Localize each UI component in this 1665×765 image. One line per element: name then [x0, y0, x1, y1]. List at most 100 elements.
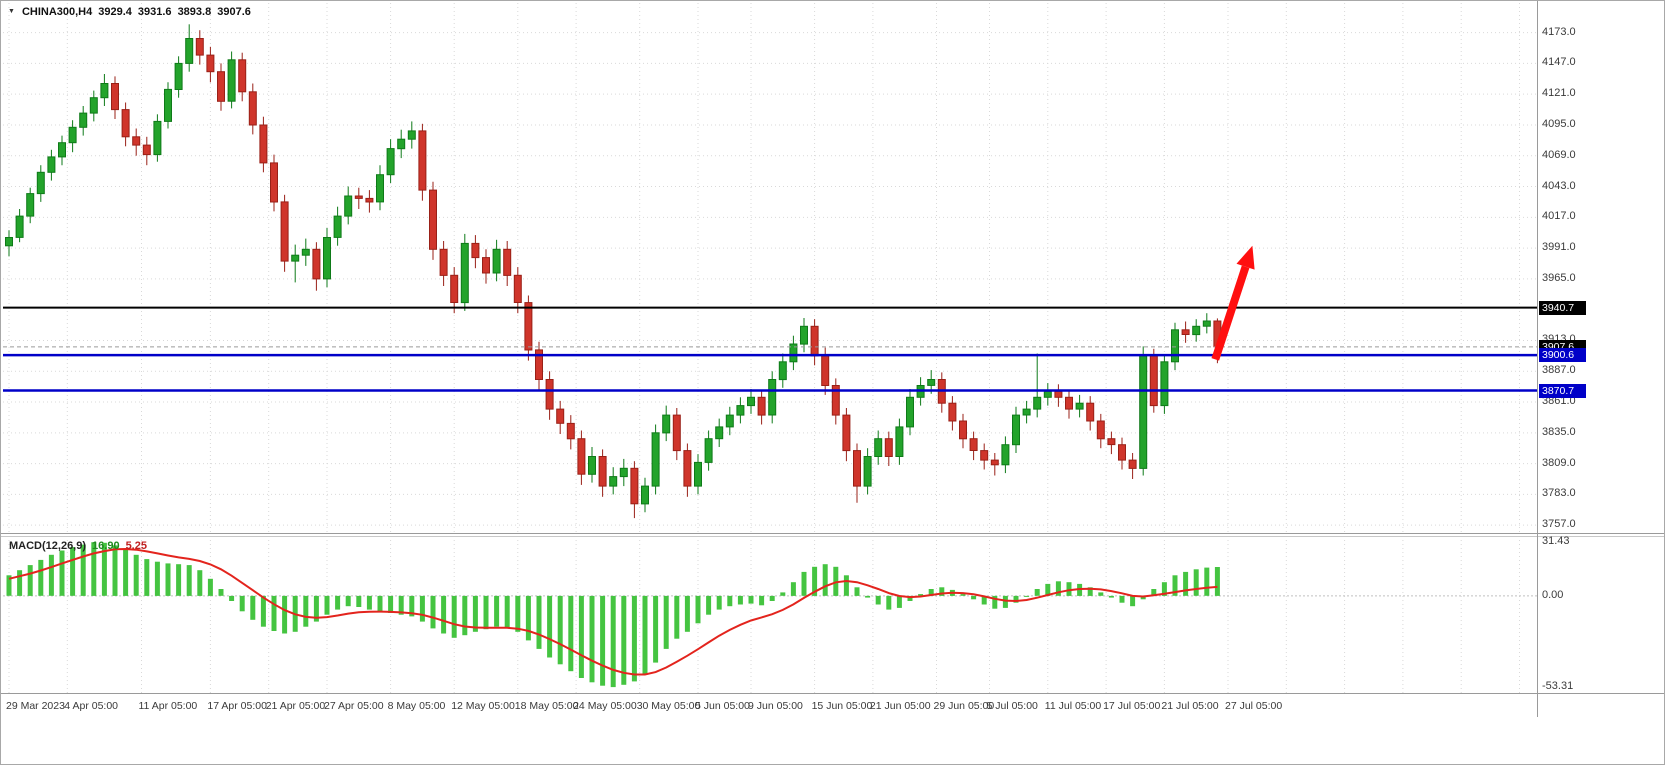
price-tick-label: 3835.0 [1542, 425, 1576, 438]
macd-histogram-bar [600, 595, 606, 686]
macd-histogram-bar [1183, 571, 1189, 596]
candle-body [524, 302, 533, 351]
candle-body [842, 414, 851, 452]
macd-histogram-bar [918, 594, 924, 596]
macd-histogram-bar [197, 570, 203, 596]
macd-histogram-bar [812, 566, 818, 596]
candle-body [312, 248, 321, 280]
macd-histogram-bar [589, 595, 595, 683]
symbol-dropdown-icon[interactable]: ▼ [8, 8, 15, 15]
macd-histogram-bar [441, 595, 447, 634]
macd-histogram-bar [112, 545, 118, 596]
candle-body [344, 195, 353, 217]
time-tick-label: 11 Jul 05:00 [1044, 700, 1102, 712]
candle-body [1107, 438, 1116, 446]
macd-histogram-bar [780, 592, 786, 596]
macd-histogram-bar [303, 595, 309, 627]
panel-separator-main-macd[interactable] [1, 530, 1664, 537]
price-tick-label: 3991.0 [1542, 241, 1576, 254]
candle-body [874, 438, 883, 458]
macd-histogram-bar [939, 587, 945, 596]
quote-low: 3893.8 [177, 6, 212, 18]
macd-histogram-bar [1108, 595, 1114, 598]
macd-histogram-bar [472, 595, 478, 632]
macd-histogram-bar [663, 595, 669, 649]
candle-body [577, 438, 586, 475]
macd-name: MACD(12,26,9) [9, 540, 87, 552]
trend-arrow-head[interactable] [1236, 245, 1255, 270]
macd-histogram-bar [992, 595, 998, 609]
macd-histogram-bar [229, 595, 235, 601]
macd-histogram-bar [568, 595, 574, 672]
candle-body [1192, 325, 1201, 336]
macd-histogram-bar [1151, 589, 1157, 596]
candle-body [556, 408, 565, 424]
macd-histogram-bar [27, 565, 33, 596]
macd-histogram-bar [547, 595, 553, 658]
macd-histogram-bar [971, 595, 977, 600]
candle-body [1096, 420, 1105, 440]
macd-histogram-bar [123, 549, 129, 596]
macd-signal-line [8, 547, 1218, 676]
price-axis[interactable] [1538, 1, 1664, 533]
price-tick-label: 4017.0 [1542, 210, 1576, 223]
symbol-period-label: CHINA300,H4 [21, 6, 93, 18]
macd-histogram-bar [1130, 595, 1136, 607]
macd-histogram-bar [377, 595, 383, 612]
time-tick-label: 8 May 05:00 [387, 700, 446, 712]
macd-histogram-bar [239, 595, 245, 612]
macd-histogram-bar [186, 565, 192, 596]
candle-body [418, 130, 427, 191]
macd-histogram-bar [684, 595, 690, 632]
price-badge: 3900.6 [1539, 348, 1586, 363]
macd-histogram-bar [419, 595, 425, 622]
price-tick-label: 3757.0 [1542, 518, 1576, 531]
macd-indicator-label: MACD(12,26,9) 16.90 5.25 [9, 540, 147, 552]
macd-histogram-bar [59, 550, 65, 596]
macd-histogram-bar [313, 595, 319, 622]
macd-histogram-bar [80, 544, 86, 596]
candle-body [15, 215, 24, 238]
candle-body [439, 248, 448, 276]
price-tick-label: 3809.0 [1542, 456, 1576, 469]
macd-histogram-bar [716, 595, 722, 610]
macd-histogram-bar [769, 595, 775, 601]
candle-body [821, 355, 830, 386]
macd-histogram-bar [706, 595, 712, 615]
candle-body [1012, 414, 1020, 446]
candle-body [1171, 329, 1179, 363]
candle-body [301, 248, 310, 256]
window-frame [1, 1, 1664, 717]
macd-main-value: 16.90 [92, 540, 120, 552]
macd-histogram-bar [578, 595, 584, 678]
panel-separator-macd-timeaxis[interactable] [1, 690, 1664, 697]
macd-histogram-bar [695, 595, 701, 624]
macd-histogram-bar [1119, 595, 1125, 603]
candle-body [386, 148, 395, 176]
macd-histogram-bar [1002, 595, 1008, 608]
macd-histogram-bar [1045, 583, 1051, 596]
macd-histogram-bar [801, 571, 807, 596]
price-chart-plot[interactable] [5, 24, 1222, 519]
macd-histogram-bar [70, 547, 76, 596]
price-tick-label: 4173.0 [1542, 25, 1576, 38]
candle-body [121, 109, 130, 138]
macd-plot[interactable] [3, 542, 1537, 688]
candle-body [545, 379, 554, 410]
candle-body [1139, 355, 1148, 469]
candle-body [789, 343, 798, 363]
macd-histogram-bar [790, 582, 796, 596]
macd-histogram-bar [250, 595, 256, 620]
macd-histogram-bar [865, 595, 871, 598]
macd-histogram-bar [1172, 575, 1178, 596]
trend-arrow-shaft[interactable] [1211, 265, 1250, 361]
candle-body [185, 38, 194, 64]
macd-histogram-bar [610, 595, 616, 688]
candle-body [407, 130, 416, 140]
macd-histogram-bar [324, 595, 330, 615]
macd-histogram-bar [38, 559, 44, 596]
macd-histogram-bar [17, 570, 23, 596]
candle-body [58, 142, 66, 158]
price-tick-label: 4147.0 [1542, 56, 1576, 69]
candle-body [906, 396, 914, 428]
